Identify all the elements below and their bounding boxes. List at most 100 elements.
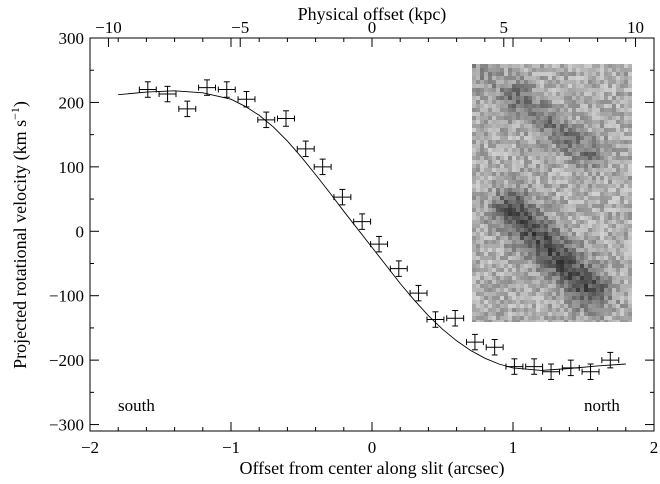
- inset-pixel: [504, 268, 509, 273]
- inset-pixel: [592, 140, 597, 145]
- inset-pixel: [588, 280, 593, 285]
- inset-pixel: [624, 304, 629, 309]
- inset-pixel: [580, 176, 585, 181]
- inset-pixel: [580, 268, 585, 273]
- inset-pixel: [552, 140, 557, 145]
- inset-pixel: [612, 216, 617, 221]
- inset-pixel: [616, 136, 621, 141]
- inset-pixel: [492, 236, 497, 241]
- inset-pixel: [588, 236, 593, 241]
- inset-pixel: [564, 160, 569, 165]
- inset-pixel: [540, 268, 545, 273]
- inset-pixel: [508, 100, 513, 105]
- inset-pixel: [480, 260, 485, 265]
- inset-pixel: [552, 104, 557, 109]
- inset-pixel: [620, 76, 625, 81]
- inset-pixel: [516, 320, 521, 322]
- inset-pixel: [532, 100, 537, 105]
- inset-pixel: [604, 284, 609, 289]
- inset-pixel: [596, 96, 601, 101]
- inset-pixel: [616, 264, 621, 269]
- inset-pixel: [588, 208, 593, 213]
- inset-pixel: [552, 308, 557, 313]
- inset-pixel: [472, 188, 477, 193]
- inset-pixel: [536, 92, 541, 97]
- inset-pixel: [600, 128, 605, 133]
- inset-pixel: [540, 280, 545, 285]
- inset-pixel: [624, 144, 629, 149]
- inset-pixel: [548, 228, 553, 233]
- inset-pixel: [480, 108, 485, 113]
- inset-pixel: [608, 76, 613, 81]
- inset-pixel: [596, 320, 601, 322]
- inset-pixel: [548, 236, 553, 241]
- inset-pixel: [596, 264, 601, 269]
- inset-pixel: [536, 72, 541, 77]
- inset-pixel: [584, 308, 589, 313]
- inset-pixel: [520, 192, 525, 197]
- inset-pixel: [536, 232, 541, 237]
- inset-pixel: [504, 136, 509, 141]
- inset-pixel: [620, 280, 625, 285]
- inset-pixel: [608, 136, 613, 141]
- inset-pixel: [572, 220, 577, 225]
- inset-pixel: [504, 112, 509, 117]
- inset-pixel: [500, 132, 505, 137]
- inset-pixel: [604, 160, 609, 165]
- inset-pixel: [624, 140, 629, 145]
- inset-pixel: [480, 232, 485, 237]
- inset-pixel: [496, 124, 501, 129]
- inset-pixel: [532, 176, 537, 181]
- inset-pixel: [572, 284, 577, 289]
- inset-pixel: [496, 92, 501, 97]
- inset-pixel: [588, 260, 593, 265]
- inset-pixel: [612, 264, 617, 269]
- inset-pixel: [628, 168, 632, 173]
- inset-pixel: [472, 204, 477, 209]
- inset-pixel: [492, 272, 497, 277]
- inset-pixel: [520, 288, 525, 293]
- inset-pixel: [500, 240, 505, 245]
- inset-pixel: [472, 296, 477, 301]
- inset-pixel: [580, 96, 585, 101]
- inset-pixel: [588, 220, 593, 225]
- inset-pixel: [480, 68, 485, 73]
- inset-pixel: [620, 264, 625, 269]
- inset-pixel: [488, 84, 493, 89]
- inset-pixel: [628, 316, 632, 321]
- inset-pixel: [476, 284, 481, 289]
- inset-pixel: [548, 224, 553, 229]
- inset-pixel: [548, 136, 553, 141]
- inset-pixel: [516, 252, 521, 257]
- inset-pixel: [592, 176, 597, 181]
- inset-pixel: [608, 112, 613, 117]
- inset-pixel: [552, 260, 557, 265]
- inset-pixel: [556, 276, 561, 281]
- inset-pixel: [560, 320, 565, 322]
- inset-pixel: [584, 232, 589, 237]
- inset-pixel: [480, 132, 485, 137]
- inset-pixel: [580, 124, 585, 129]
- inset-pixel: [476, 164, 481, 169]
- data-point: [138, 81, 157, 98]
- inset-pixel: [628, 144, 632, 149]
- inset-pixel: [624, 224, 629, 229]
- inset-pixel: [484, 156, 489, 161]
- inset-pixel: [628, 312, 632, 317]
- inset-pixel: [592, 136, 597, 141]
- inset-pixel: [528, 268, 533, 273]
- inset-pixel: [520, 140, 525, 145]
- inset-pixel: [544, 136, 549, 141]
- inset-pixel: [580, 100, 585, 105]
- inset-pixel: [472, 196, 477, 201]
- inset-pixel: [608, 260, 613, 265]
- y-axis-title: Projected rotational velocity (km s−1): [8, 101, 31, 369]
- inset-pixel: [628, 264, 632, 269]
- inset-pixel: [612, 88, 617, 93]
- inset-pixel: [540, 116, 545, 121]
- inset-pixel: [536, 292, 541, 297]
- inset-pixel: [560, 84, 565, 89]
- inset-pixel: [624, 84, 629, 89]
- inset-pixel: [564, 304, 569, 309]
- inset-pixel: [512, 180, 517, 185]
